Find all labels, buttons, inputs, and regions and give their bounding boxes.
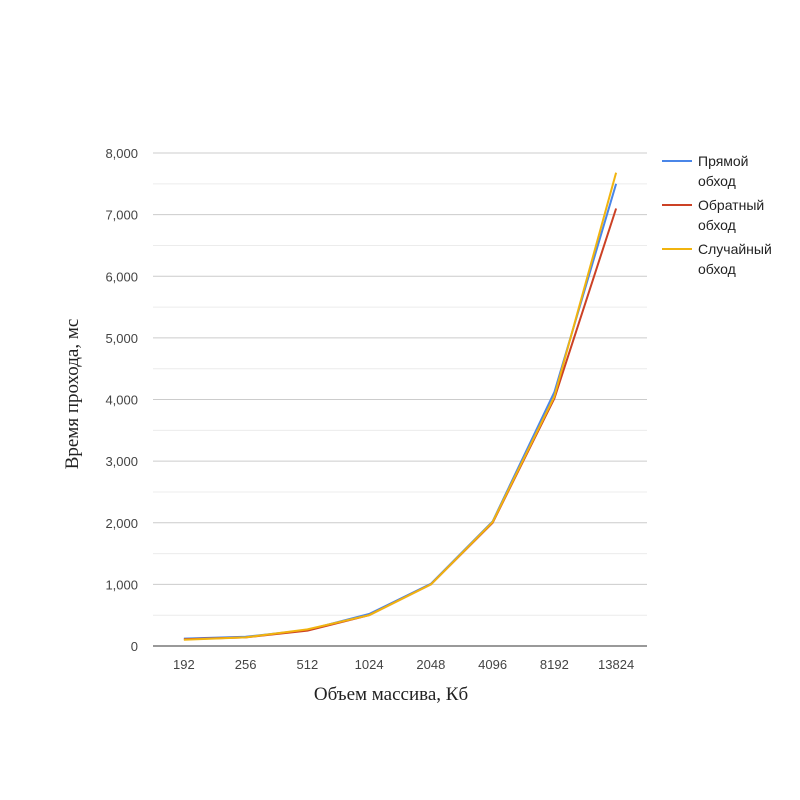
legend-item: Прямой обход (662, 153, 749, 189)
y-tick-label: 4,000 (105, 393, 138, 408)
y-tick-label: 8,000 (105, 146, 138, 161)
gridlines (153, 152, 647, 616)
series-lines (183, 172, 618, 641)
legend-label: обход (698, 217, 736, 233)
legend-item: Случайный обход (662, 241, 772, 277)
x-axis-title: Объем массива, Кб (314, 684, 468, 705)
series-line (183, 208, 618, 641)
legend: Прямой обход Обратный обход Случайный обход (662, 153, 772, 277)
y-axis-title: Время прохода, мс (62, 319, 83, 470)
x-axis-ticks: 192 256 512 1024 2048 4096 8192 13824 (173, 657, 634, 672)
y-tick-label: 1,000 (105, 577, 138, 592)
x-tick-label: 4096 (478, 657, 507, 672)
y-tick-label: 0 (131, 639, 138, 654)
y-tick-label: 3,000 (105, 454, 138, 469)
x-tick-label: 1024 (355, 657, 384, 672)
legend-label: Случайный (698, 241, 772, 257)
y-tick-label: 6,000 (105, 269, 138, 284)
series-line (183, 183, 618, 640)
legend-item: Обратный обход (662, 197, 764, 233)
y-tick-label: 7,000 (105, 208, 138, 223)
series-line (183, 172, 618, 641)
legend-label: Прямой (698, 153, 749, 169)
y-axis-ticks: 0 1,000 2,000 3,000 4,000 5,000 6,000 7,000 8,00… (105, 146, 138, 654)
x-tick-label: 8192 (540, 657, 569, 672)
y-tick-label: 5,000 (105, 331, 138, 346)
x-tick-label: 256 (235, 657, 257, 672)
legend-label: обход (698, 173, 736, 189)
legend-label: обход (698, 261, 736, 277)
x-tick-label: 192 (173, 657, 195, 672)
x-tick-label: 13824 (598, 657, 634, 672)
y-tick-label: 2,000 (105, 516, 138, 531)
legend-label: Обратный (698, 197, 764, 213)
x-tick-label: 512 (297, 657, 319, 672)
x-tick-label: 2048 (416, 657, 445, 672)
